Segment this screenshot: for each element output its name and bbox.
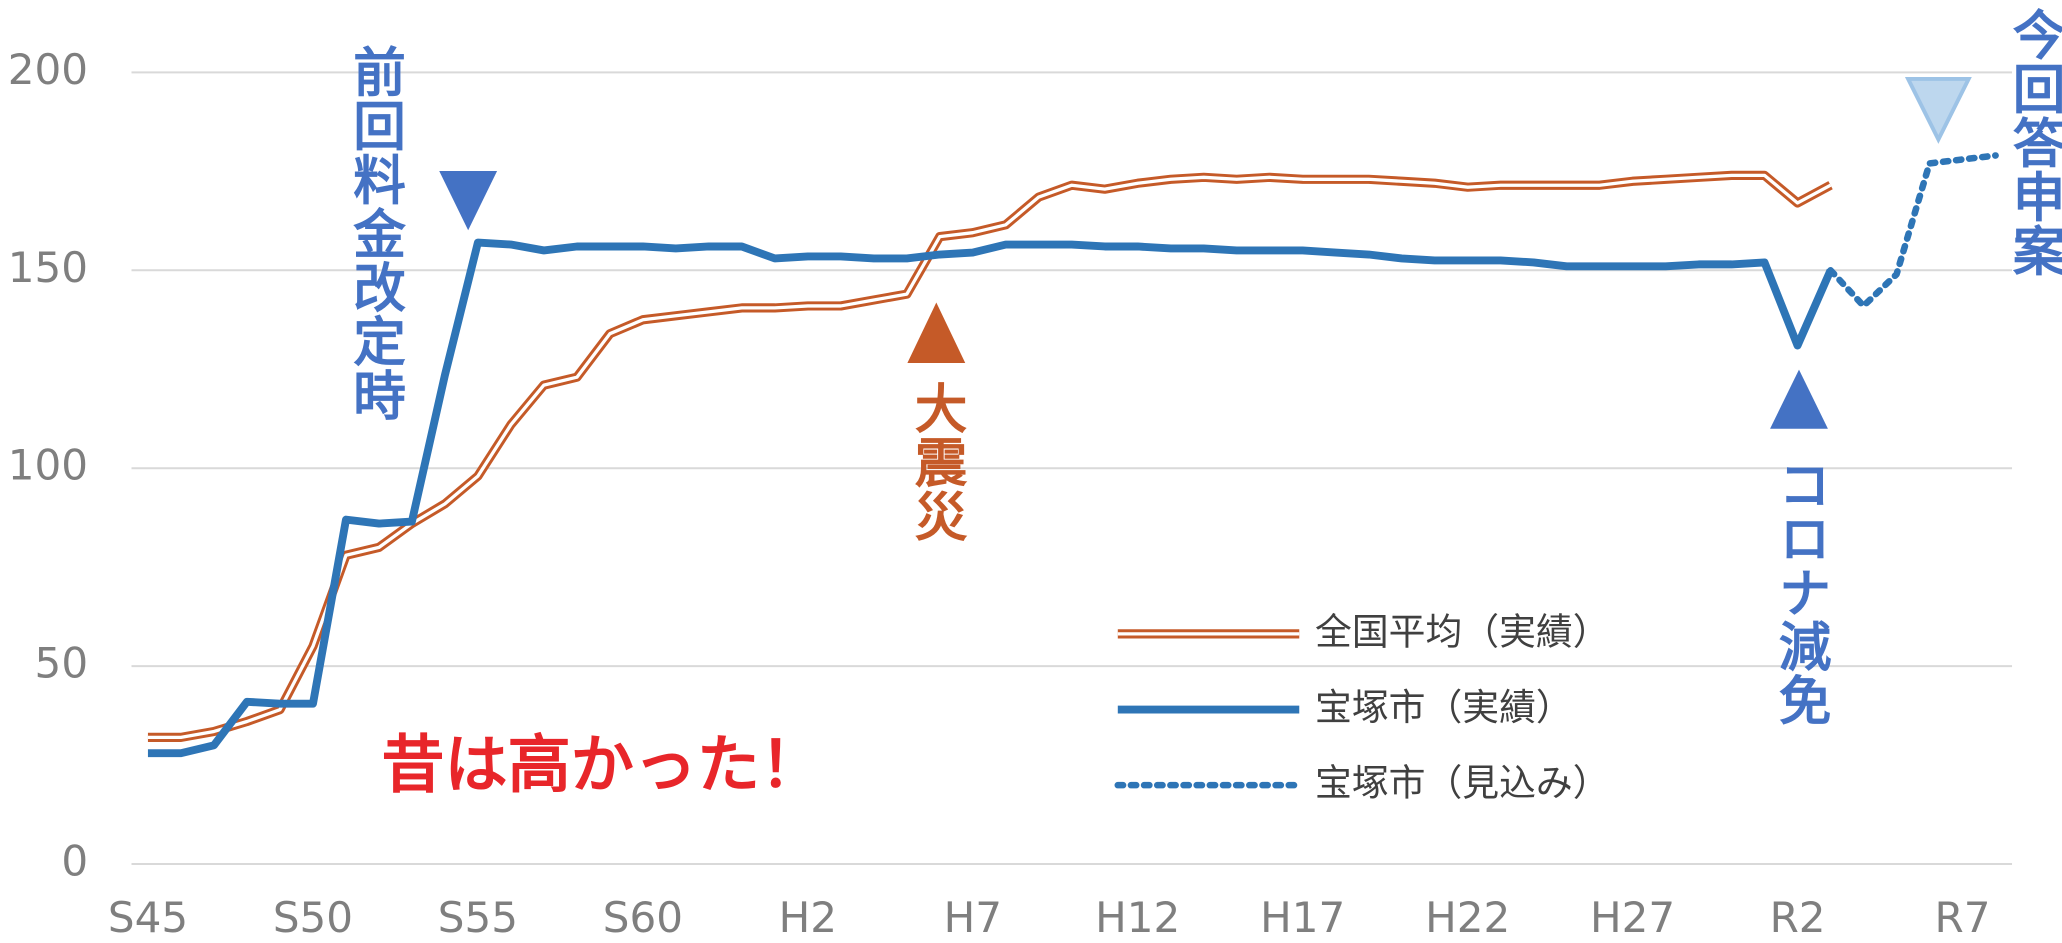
marker-triangle (907, 302, 966, 364)
legend-label: 宝塚市（実績） (1315, 686, 1573, 729)
grid: 0 50 100 150 200 S45 S50 S55 S60 H2 H7 H12 H17 H22 H27… (8, 45, 2013, 942)
marker-triangle (1904, 76, 1972, 144)
y-tick-label: 150 (8, 243, 88, 292)
legend-label: 全国平均（実績） (1315, 610, 1610, 653)
marker-triangle (439, 171, 498, 231)
y-tick-label: 100 (8, 441, 88, 490)
legend: 全国平均（実績） 宝塚市（実績） 宝塚市（見込み） (1114, 610, 1610, 805)
annotation: 今回答申案 (2004, 8, 2062, 278)
annotation: 大震災 (906, 381, 967, 543)
x-tick-label: H12 (1095, 893, 1180, 942)
annotation: 昔は高かった！ (381, 727, 823, 801)
plot (147, 152, 1999, 758)
line (147, 238, 1835, 758)
x-tick-label: R7 (1935, 893, 1991, 942)
x-tick-label: H2 (779, 893, 837, 942)
annotation: 前回料金改定時 (345, 45, 407, 422)
legend-label: 宝塚市（見込み） (1315, 762, 1610, 805)
x-tick-label: R2 (1770, 893, 1826, 942)
y-tick-label: 0 (61, 837, 88, 886)
x-tick-label: S55 (438, 893, 518, 942)
x-tick-label: H7 (944, 893, 1002, 942)
marker-triangle (1770, 369, 1828, 429)
x-tick-label: S60 (603, 893, 683, 942)
annotation: コロナ減免 (1770, 458, 1831, 728)
x-tick-label: H22 (1425, 893, 1510, 942)
y-tick-label: 200 (8, 45, 88, 94)
x-tick-label: S50 (273, 893, 353, 942)
line-inner (147, 173, 1832, 740)
x-tick-label: S45 (108, 893, 188, 942)
line (1827, 152, 1999, 310)
x-tick-label: H27 (1590, 893, 1675, 942)
x-tick-label: H17 (1260, 893, 1345, 942)
y-tick-label: 50 (35, 639, 89, 688)
